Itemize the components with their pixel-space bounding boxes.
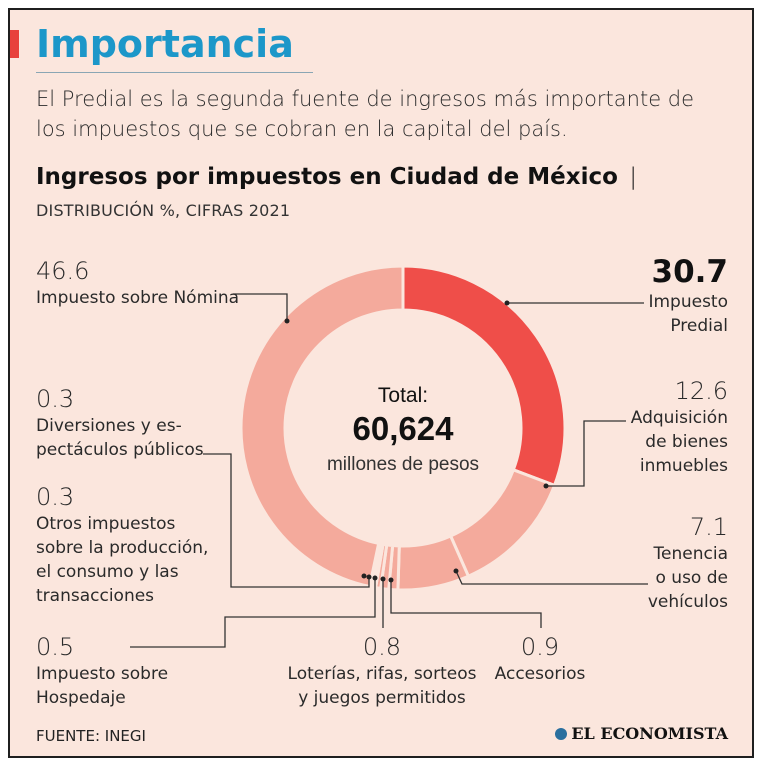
label-adquisicion: 12.6 Adquisición de bienes inmuebles bbox=[631, 376, 728, 478]
brand-name: EL ECONOMISTA bbox=[571, 724, 728, 743]
value-nomina: 46.6 bbox=[36, 257, 90, 285]
label-otros: 0.3 Otros impuestos sobre la producción,… bbox=[36, 482, 208, 608]
chart-title: Ingresos por impuestos en Ciudad de Méxi… bbox=[36, 160, 637, 194]
infographic-frame bbox=[8, 8, 754, 758]
donut-slices bbox=[239, 264, 567, 592]
donut-slice bbox=[448, 467, 557, 579]
value-accesorios: 0.9 bbox=[520, 633, 560, 661]
donut-center-label: Total: 60,624 millones de pesos bbox=[327, 384, 479, 475]
name-otros-line4: transacciones bbox=[36, 586, 155, 606]
dot-accesorios bbox=[388, 577, 394, 583]
name-otros-line3: el consumo y las bbox=[36, 562, 179, 582]
source-note: FUENTE: INEGI bbox=[36, 727, 146, 745]
leader-nomina bbox=[233, 293, 288, 321]
value-hospedaje: 0.5 bbox=[36, 633, 75, 661]
leader-accesorios bbox=[390, 580, 542, 628]
name-accesorios: Accesorios bbox=[494, 664, 586, 684]
name-otros-line2: sobre la producción, bbox=[36, 538, 209, 558]
name-loterias-line1: Loterías, rifas, sorteos bbox=[287, 664, 477, 684]
name-loterias-line2: y juegos permitidos bbox=[298, 688, 466, 708]
name-predial-line1: Impuesto bbox=[648, 292, 728, 312]
dot-nomina bbox=[284, 318, 290, 324]
total-label: Total: bbox=[378, 384, 428, 407]
name-tenencia-line2: o uso de bbox=[655, 568, 729, 588]
label-predial: 30.7 Impuesto Predial bbox=[648, 254, 728, 338]
name-adquisicion-line1: Adquisición bbox=[630, 408, 728, 428]
donut-slice bbox=[239, 264, 405, 589]
value-tenencia: 7.1 bbox=[689, 513, 728, 541]
label-accesorios: 0.9 Accesorios bbox=[470, 632, 610, 686]
name-hospedaje-line1: Impuesto sobre bbox=[36, 664, 169, 684]
total-unit: millones de pesos bbox=[327, 454, 479, 475]
page-heading: Importancia bbox=[36, 22, 294, 66]
leader-hospedaje bbox=[130, 578, 376, 648]
value-predial: 30.7 bbox=[651, 254, 729, 290]
name-nomina: Impuesto sobre Nómina bbox=[36, 288, 240, 308]
leader-lines bbox=[130, 293, 648, 648]
dot-predial bbox=[504, 300, 510, 306]
brand-logo: EL ECONOMISTA bbox=[555, 724, 728, 743]
dot-diversiones bbox=[361, 573, 367, 579]
label-diversiones: 0.3 Diversiones y es- pectáculos público… bbox=[36, 384, 204, 462]
name-hospedaje-line2: Hospedaje bbox=[36, 688, 126, 708]
dot-hospedaje bbox=[372, 575, 378, 581]
name-diversiones-line2: pectáculos públicos bbox=[36, 440, 204, 460]
value-loterias: 0.8 bbox=[362, 633, 402, 661]
label-loterias: 0.8 Loterías, rifas, sorteos y juegos pe… bbox=[262, 632, 502, 710]
dot-adquisicion bbox=[543, 483, 549, 489]
heading-underline bbox=[36, 72, 313, 73]
leader-tenencia bbox=[455, 570, 648, 585]
donut-slice bbox=[401, 264, 567, 488]
dot-tenencia bbox=[453, 568, 459, 574]
name-diversiones-line1: Diversiones y es- bbox=[36, 416, 182, 436]
name-adquisicion-line3: inmuebles bbox=[639, 456, 728, 476]
name-predial-line2: Predial bbox=[670, 316, 728, 336]
name-otros-line1: Otros impuestos bbox=[36, 514, 176, 534]
dot-loterias bbox=[380, 576, 386, 582]
label-tenencia: 7.1 Tenencia o uso de vehículos bbox=[648, 512, 728, 614]
brand-mark-icon bbox=[555, 727, 568, 740]
chart-title-text: Ingresos por impuestos en Ciudad de Méxi… bbox=[36, 164, 618, 190]
name-tenencia-line3: vehículos bbox=[647, 592, 728, 612]
value-diversiones: 0.3 bbox=[36, 385, 75, 413]
label-nomina: 46.6 Impuesto sobre Nómina bbox=[36, 256, 239, 310]
leader-dots bbox=[284, 300, 549, 583]
accent-bar bbox=[10, 30, 19, 58]
chart-subtitle: DISTRIBUCIÓN %, CIFRAS 2021 bbox=[36, 201, 291, 220]
chart-title-separator: | bbox=[629, 164, 637, 190]
dot-otros bbox=[366, 574, 372, 580]
leader-adquisicion bbox=[546, 420, 626, 487]
intro-text: El Predial es la segunda fuente de ingre… bbox=[36, 87, 695, 141]
value-otros: 0.3 bbox=[36, 483, 75, 511]
value-adquisicion: 12.6 bbox=[674, 377, 728, 405]
label-hospedaje: 0.5 Impuesto sobre Hospedaje bbox=[36, 632, 168, 710]
name-adquisicion-line2: de bienes bbox=[645, 432, 728, 452]
leader-otros bbox=[203, 453, 370, 588]
total-value: 60,624 bbox=[353, 410, 455, 447]
name-tenencia-line1: Tenencia bbox=[653, 544, 728, 564]
